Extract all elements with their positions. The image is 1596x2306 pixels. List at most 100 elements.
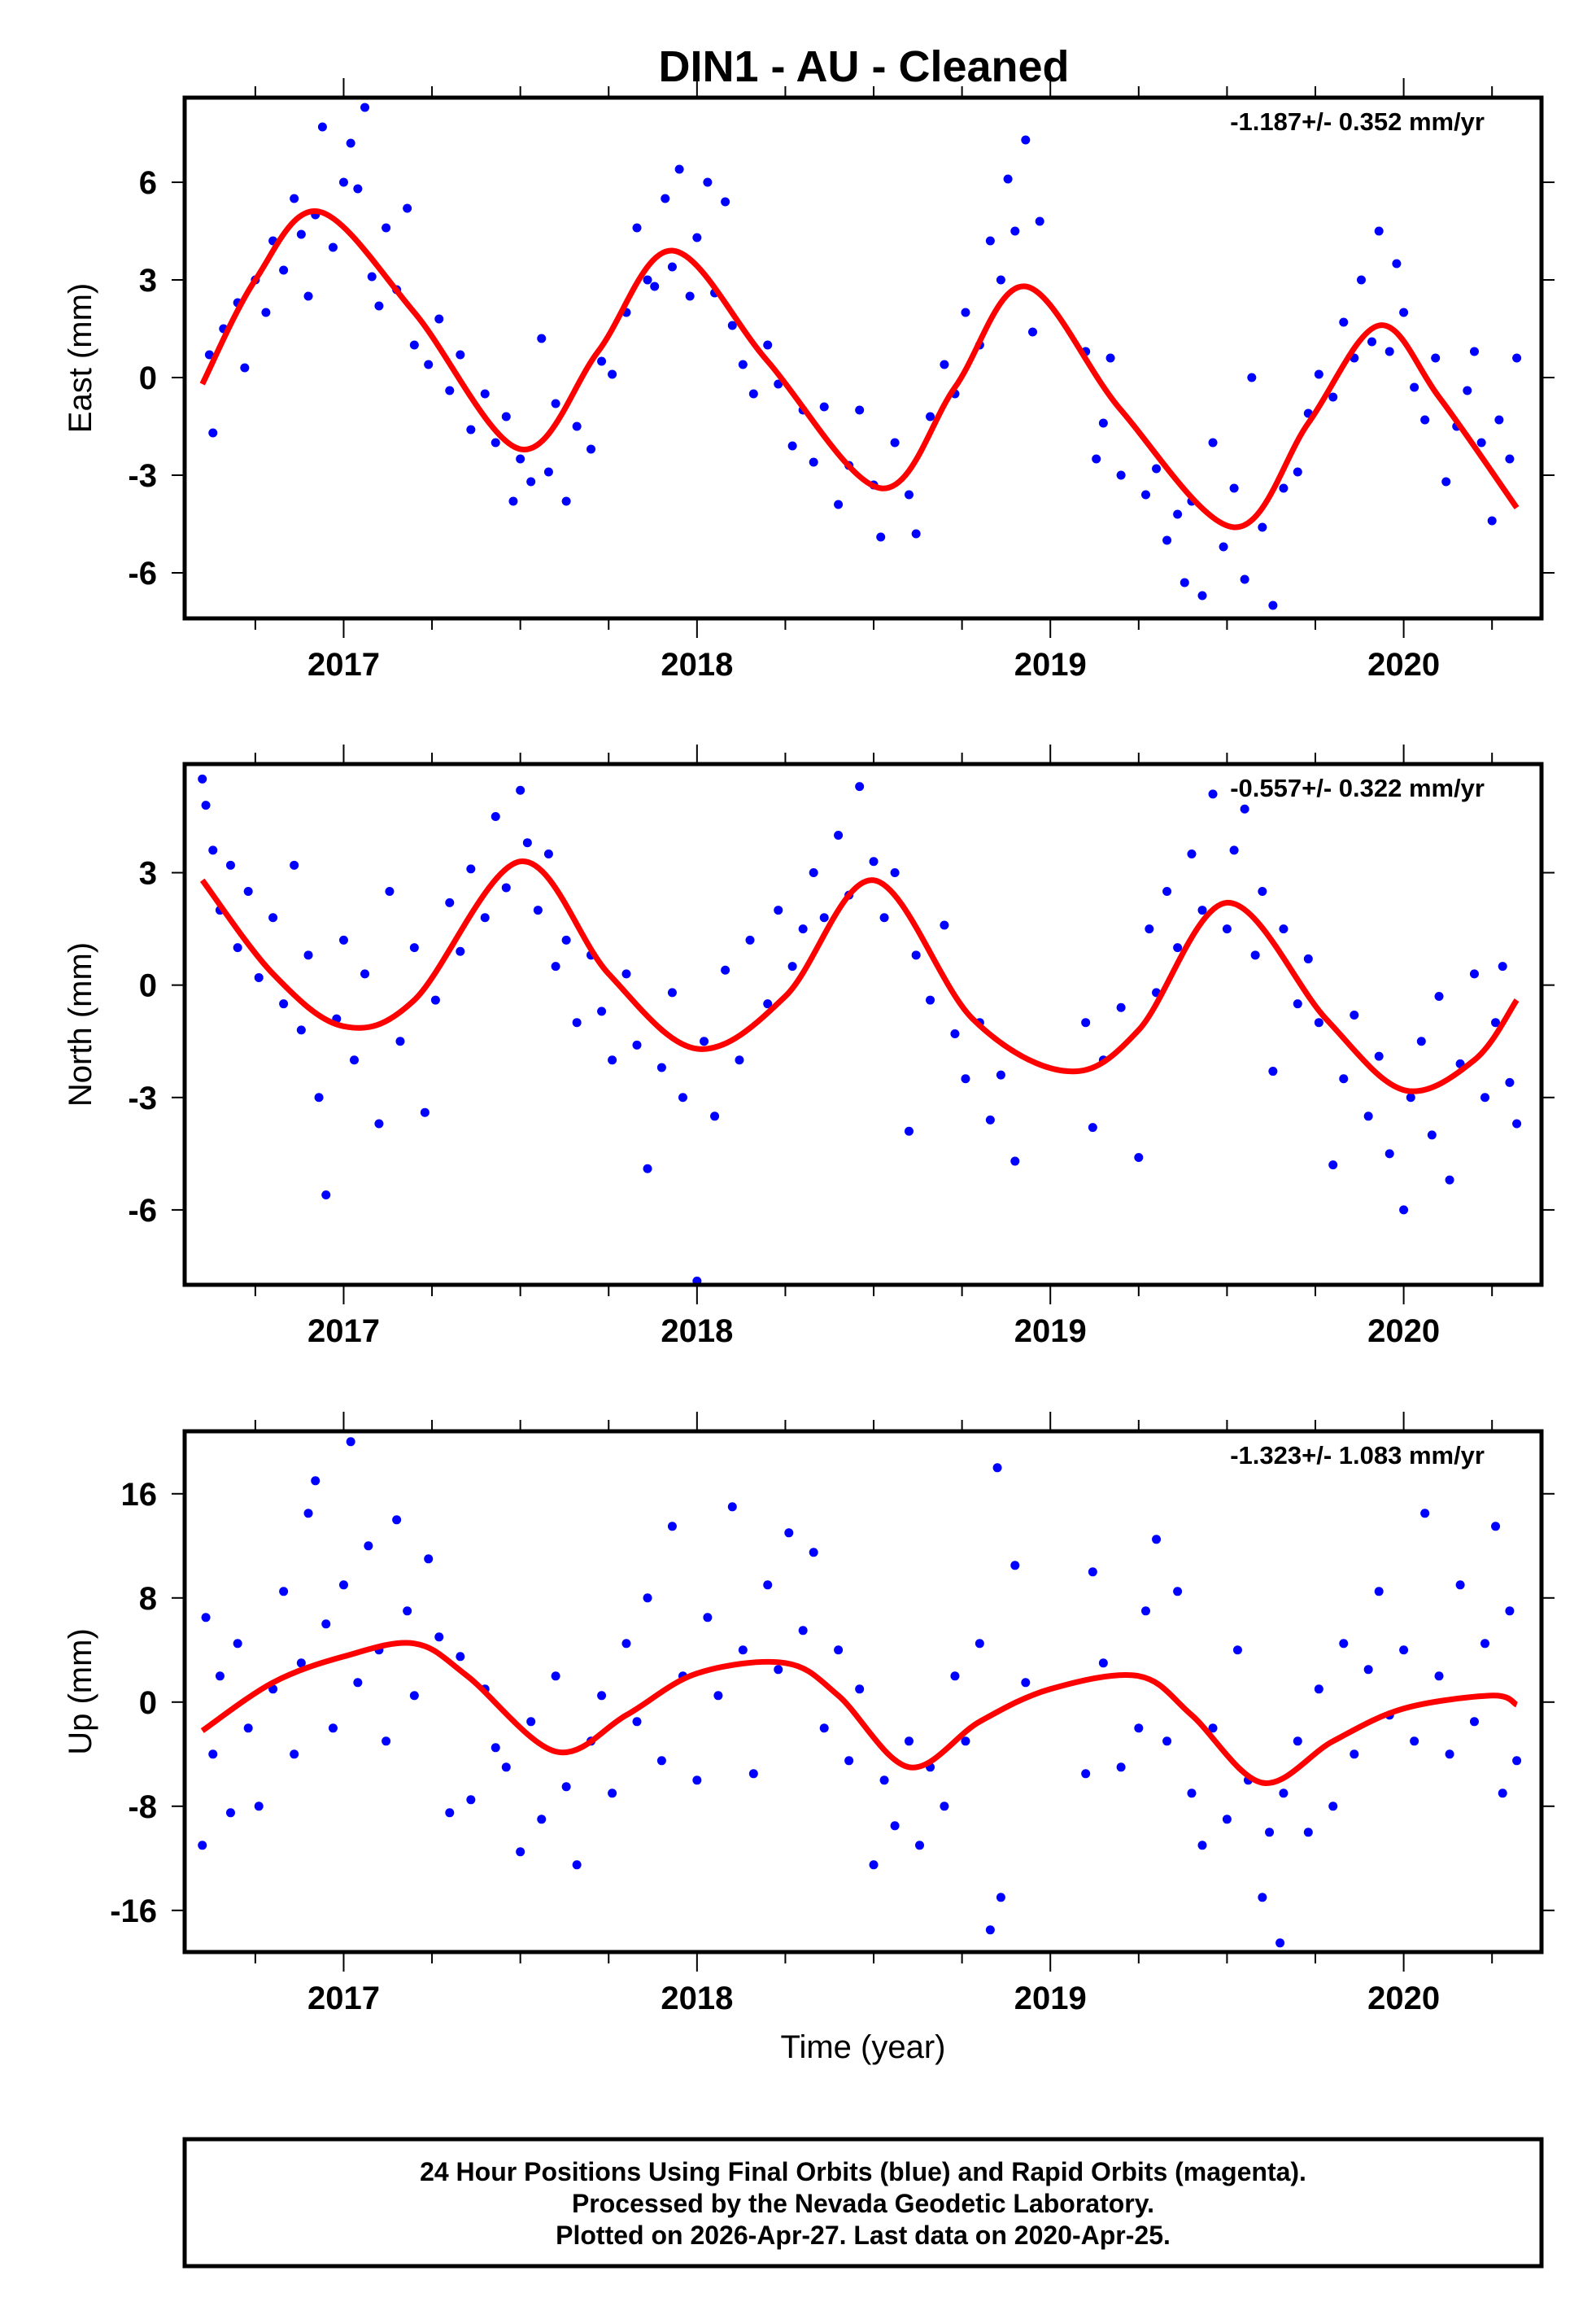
data-point: [876, 532, 886, 542]
data-point: [661, 194, 670, 203]
data-point: [1197, 1841, 1207, 1850]
data-point: [424, 1554, 434, 1564]
data-point: [516, 1847, 525, 1857]
data-point: [1410, 382, 1419, 392]
data-point: [763, 340, 773, 350]
data-point: [1088, 1567, 1097, 1577]
data-point: [992, 1463, 1002, 1473]
data-point: [543, 467, 553, 477]
y-tick-label: -16: [110, 1893, 157, 1929]
data-point: [1141, 1606, 1150, 1616]
y-tick-label: 8: [139, 1581, 157, 1617]
data-point: [1385, 1149, 1394, 1159]
data-point: [692, 1276, 702, 1285]
data-point: [208, 1749, 218, 1759]
x-tick-label: 2017: [307, 647, 380, 683]
data-point: [1250, 950, 1260, 960]
data-point: [819, 913, 829, 923]
data-point: [1512, 1756, 1522, 1766]
data-point: [279, 999, 289, 1009]
data-point: [703, 177, 713, 187]
data-point: [243, 887, 253, 897]
data-point: [1392, 259, 1402, 269]
data-point: [1116, 1762, 1126, 1772]
data-point: [1469, 1717, 1479, 1727]
data-point: [819, 1723, 829, 1733]
data-point: [338, 177, 348, 187]
plot-area: [199, 103, 1522, 610]
data-point: [445, 898, 455, 907]
data-point: [225, 1808, 235, 1818]
data-point: [1145, 924, 1154, 934]
data-point: [508, 496, 518, 506]
data-point: [1240, 574, 1249, 584]
data-point: [392, 1515, 402, 1525]
x-tick-label: 2019: [1014, 1313, 1087, 1349]
y-axis-label: Up (mm): [63, 1628, 98, 1755]
data-point: [911, 950, 921, 960]
data-point: [774, 906, 783, 915]
data-point: [1180, 578, 1189, 587]
data-point: [1480, 1093, 1489, 1103]
data-point: [1293, 999, 1302, 1009]
data-point: [985, 236, 995, 246]
y-tick-label: 0: [139, 360, 157, 396]
data-point: [346, 138, 355, 148]
data-point: [321, 1190, 331, 1199]
data-point: [667, 1522, 677, 1531]
data-point: [1498, 962, 1507, 972]
data-point: [456, 946, 465, 956]
data-point: [1010, 226, 1020, 236]
data-point: [692, 1775, 702, 1785]
data-point: [572, 1860, 582, 1870]
data-point: [1162, 535, 1172, 545]
data-point: [1363, 1112, 1373, 1121]
data-point: [1293, 1736, 1302, 1746]
data-point: [1081, 1769, 1091, 1779]
data-point: [621, 969, 631, 979]
data-point: [1293, 467, 1302, 477]
data-point: [1162, 887, 1172, 897]
data-point: [314, 1093, 324, 1103]
data-point: [1434, 1671, 1444, 1681]
data-point: [855, 405, 865, 415]
data-point: [353, 1678, 363, 1688]
data-point: [738, 1645, 748, 1655]
data-point: [1427, 1130, 1437, 1140]
y-tick-label: -6: [128, 1193, 157, 1229]
plot-frame: [182, 95, 1544, 621]
data-point: [395, 1037, 405, 1046]
data-point: [1268, 1067, 1278, 1077]
data-point: [1445, 1175, 1454, 1185]
data-point: [597, 1691, 607, 1701]
plot-area: [198, 774, 1522, 1285]
data-point: [763, 1580, 773, 1590]
data-point: [403, 1606, 412, 1616]
data-point: [1081, 1018, 1091, 1028]
data-point: [1240, 804, 1249, 814]
data-point: [466, 1795, 476, 1805]
data-point: [985, 1115, 995, 1125]
data-point: [261, 308, 271, 317]
y-tick-label: 6: [139, 165, 157, 201]
data-point: [721, 197, 730, 207]
data-point: [353, 184, 363, 194]
data-point: [420, 1107, 430, 1117]
footer-line-1: 24 Hour Positions Using Final Orbits (bl…: [420, 2157, 1306, 2186]
data-point: [926, 995, 935, 1005]
data-point: [787, 962, 797, 972]
fit-curve: [199, 858, 1520, 1094]
data-point: [1152, 464, 1162, 474]
data-point: [1035, 216, 1044, 226]
data-point: [608, 1055, 617, 1065]
velocity-rate-label: -1.187+/- 0.352 mm/yr: [1230, 107, 1485, 136]
data-point: [1434, 991, 1444, 1001]
data-point: [834, 1645, 844, 1655]
data-point: [855, 1684, 865, 1694]
data-point: [360, 969, 370, 979]
data-point: [667, 262, 677, 272]
data-point: [1374, 226, 1384, 236]
data-point: [678, 1093, 687, 1103]
y-tick-label: -3: [128, 458, 157, 494]
data-point: [364, 1541, 373, 1551]
